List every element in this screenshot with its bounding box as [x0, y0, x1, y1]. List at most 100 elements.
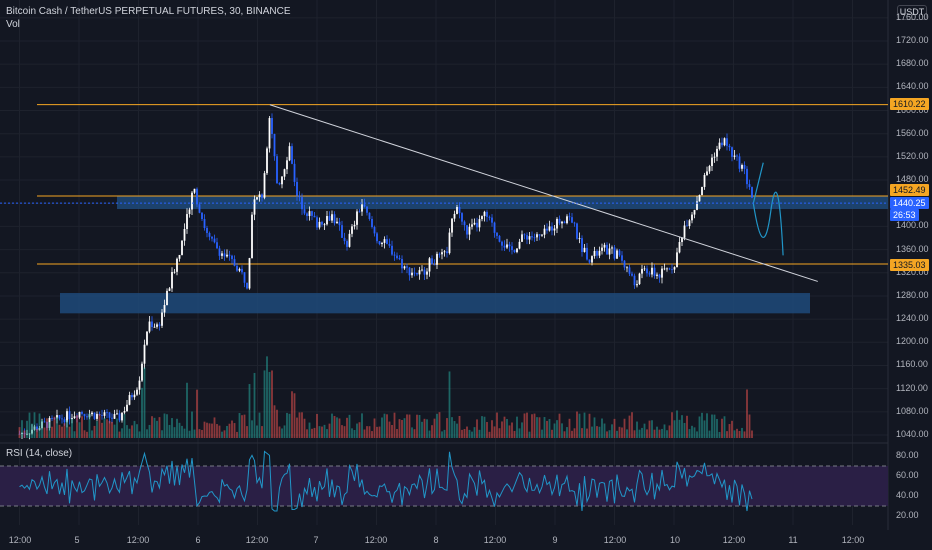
price-tick: 1560.00 — [896, 127, 929, 138]
candle-body — [523, 234, 526, 236]
volume-bar — [363, 429, 366, 438]
volume-bar — [478, 429, 481, 438]
candle-body — [281, 176, 283, 185]
candle-body — [466, 225, 468, 235]
candle-body — [443, 251, 446, 253]
candle-body — [456, 207, 458, 214]
candle-body — [351, 226, 353, 234]
candle-body — [78, 411, 81, 418]
candle-body — [588, 259, 591, 263]
candle-body — [43, 421, 46, 423]
price-tick: 1640.00 — [896, 81, 929, 92]
volume-bar — [576, 411, 578, 438]
candle-body — [316, 217, 318, 228]
candle-body — [658, 274, 661, 278]
volume-bar — [108, 420, 111, 438]
volume-bar — [81, 416, 83, 438]
candle-body — [521, 234, 523, 242]
volume-bar — [553, 423, 556, 438]
candle-body — [731, 147, 733, 157]
volume-bar — [331, 413, 333, 438]
volume-bar — [491, 420, 493, 438]
volume-bar — [61, 426, 63, 438]
candle-body — [131, 395, 133, 398]
volume-bar — [28, 412, 31, 438]
candle-body — [611, 247, 613, 249]
volume-bar — [616, 430, 618, 438]
candle-body — [336, 221, 338, 224]
volume-bar — [613, 418, 616, 438]
volume-bar — [316, 413, 318, 438]
projection-alt — [752, 191, 784, 256]
candle-body — [591, 256, 593, 263]
volume-bar — [383, 413, 386, 438]
volume-bar — [148, 424, 151, 438]
volume-bar — [381, 417, 383, 438]
candle-body — [211, 236, 213, 239]
volume-bar — [73, 431, 76, 438]
volume-bar — [403, 418, 406, 438]
candle-body — [303, 209, 306, 214]
level-label-1335: 1335.03 — [890, 259, 929, 271]
candle-body — [621, 255, 623, 261]
candle-body — [378, 241, 381, 245]
volume-bar — [708, 430, 711, 438]
candle-body — [438, 253, 441, 255]
candle-body — [241, 268, 243, 273]
volume-bar — [53, 416, 56, 438]
volume-bar — [138, 431, 141, 438]
volume-bar — [318, 426, 321, 438]
time-tick: 10 — [669, 535, 681, 545]
candle-body — [373, 227, 376, 234]
currency-button[interactable]: USDT — [897, 5, 927, 20]
candle-body — [593, 250, 596, 257]
volume-bar — [376, 426, 378, 438]
volume-bar — [436, 413, 438, 438]
volume-bar — [278, 426, 281, 438]
current-price-label: 1440.25 — [890, 197, 929, 209]
candle-body — [213, 238, 216, 243]
volume-bar — [338, 418, 341, 438]
candle-body — [151, 321, 153, 328]
volume-bar — [333, 415, 336, 438]
candle-body — [473, 222, 476, 225]
volume-bar — [623, 418, 626, 438]
volume-bar — [493, 426, 496, 438]
volume-bar — [413, 429, 416, 438]
candle-body — [716, 148, 718, 157]
volume-bar — [193, 429, 196, 438]
price-tick: 1200.00 — [896, 336, 929, 347]
candle-body — [486, 211, 488, 217]
candle-body — [643, 268, 646, 270]
volume-bar — [458, 415, 461, 438]
candle-body — [543, 228, 546, 235]
volume-bar — [26, 420, 28, 438]
rsi-tick: 20.00 — [896, 510, 919, 520]
candle-body — [538, 234, 541, 236]
volume-bar — [181, 425, 183, 438]
candle-body — [688, 220, 691, 227]
volume-bar — [408, 414, 411, 438]
sr-zone — [60, 293, 810, 314]
candle-body — [686, 225, 688, 227]
volume-bar — [723, 416, 726, 438]
candle-body — [331, 214, 333, 221]
candle-body — [536, 234, 538, 238]
volume-bar — [291, 391, 293, 438]
volume-bar — [218, 425, 221, 438]
volume-bar — [716, 418, 718, 438]
volume-bar — [713, 414, 716, 438]
volume-bar — [568, 418, 571, 438]
volume-bar — [701, 412, 703, 438]
volume-bar — [216, 424, 218, 438]
candle-body — [158, 324, 161, 326]
volume-bar — [633, 430, 636, 438]
candle-body — [86, 416, 88, 418]
candle-body — [173, 271, 176, 273]
candle-body — [208, 232, 211, 237]
volume-bar — [298, 412, 301, 438]
candle-body — [511, 246, 513, 250]
volume-bar — [441, 431, 443, 438]
